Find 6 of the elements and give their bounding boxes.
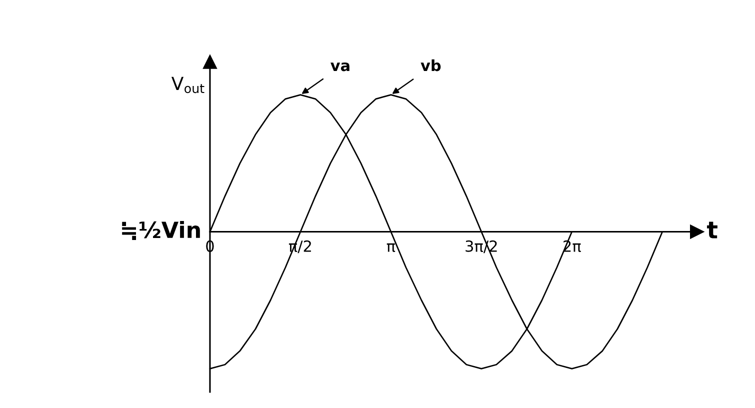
x-tick-label: π (386, 243, 396, 252)
text: va (330, 62, 350, 72)
y-axis-title: V$_{out}$ (171, 76, 204, 94)
x-axis-title: t (706, 222, 718, 238)
annotation: ≒½Vin (122, 221, 200, 240)
text: vb (420, 59, 441, 72)
